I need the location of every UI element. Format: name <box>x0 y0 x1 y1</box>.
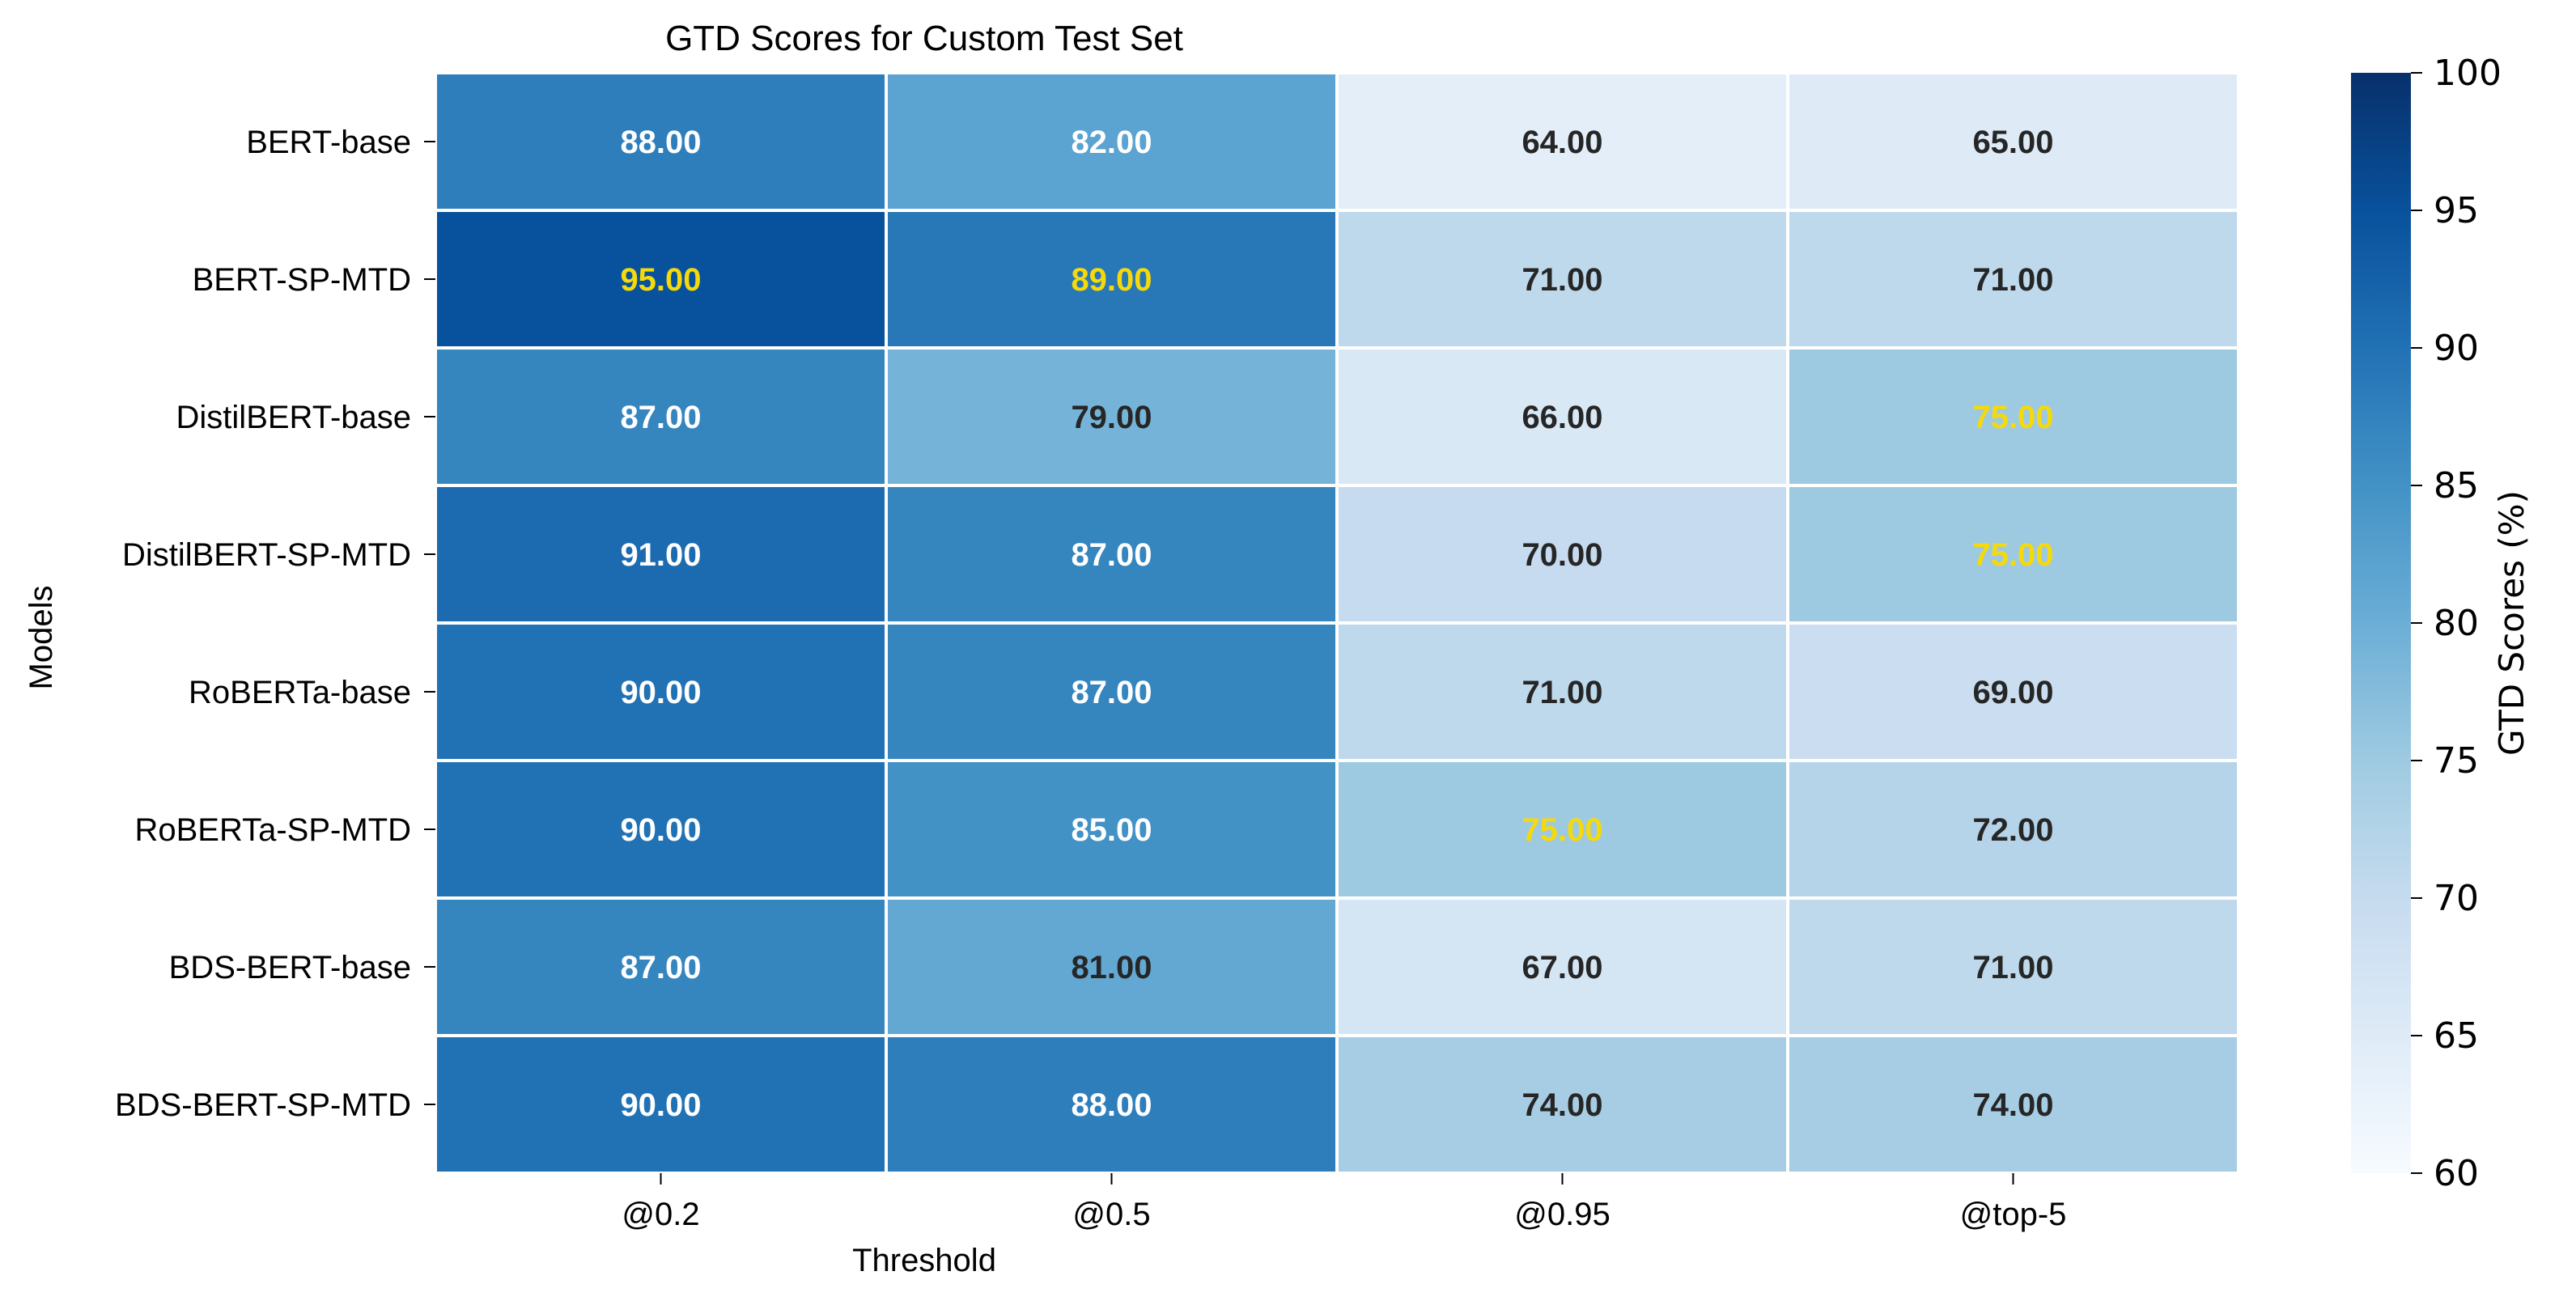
cell-value-label: 66.00 <box>1521 400 1602 435</box>
cell-value-label: 87.00 <box>1071 675 1152 710</box>
x-tick-label: @0.95 <box>1514 1197 1610 1232</box>
cell-value-label: 90.00 <box>620 812 701 848</box>
heatmap-cell <box>885 484 1339 625</box>
cell-value-label: 87.00 <box>620 950 701 985</box>
cell-value-label: 88.00 <box>620 125 701 160</box>
heatmap-cell-labels: 88.00 82.00 64.00 65.00 95.00 89.00 71.00 71.00… <box>620 125 2053 1123</box>
cell-value-label: 87.00 <box>620 400 701 435</box>
chart-title: GTD Scores for Custom Test Set <box>665 19 1183 58</box>
heatmap-cell <box>434 71 888 212</box>
heatmap-cell <box>885 209 1339 350</box>
cell-value-label: 75.00 <box>1972 400 2053 435</box>
x-tick-label: @0.2 <box>622 1197 699 1232</box>
colorbar-gradient <box>2351 73 2411 1173</box>
cell-value-label: 69.00 <box>1972 675 2053 710</box>
heatmap-cell <box>1335 896 1789 1037</box>
heatmap-cell <box>1335 1034 1789 1175</box>
cell-value-label: 90.00 <box>620 1087 701 1123</box>
y-tick-label: RoBERTa-base <box>189 675 411 710</box>
y-tick-label: BDS-BERT-base <box>169 950 411 985</box>
heatmap-cell <box>1786 896 2240 1037</box>
colorbar-tick-label: 75 <box>2434 740 2479 782</box>
heatmap-cell <box>1786 759 2240 900</box>
cell-value-label: 70.00 <box>1521 537 1602 573</box>
cell-value-label: 89.00 <box>1071 262 1152 298</box>
cell-value-label: 87.00 <box>1071 537 1152 573</box>
cell-value-label: 72.00 <box>1972 812 2053 848</box>
heatmap-cell <box>1335 621 1789 762</box>
x-axis-ticks: @0.2 @0.5 @0.95 @top-5 <box>622 1173 2066 1232</box>
cell-value-label: 88.00 <box>1071 1087 1152 1123</box>
colorbar-label: GTD Scores (%) <box>2492 490 2531 756</box>
heatmap-cell <box>1786 484 2240 625</box>
x-axis-label: Threshold <box>852 1243 996 1278</box>
colorbar-tick-label: 70 <box>2434 878 2479 919</box>
cell-value-label: 65.00 <box>1972 125 2053 160</box>
heatmap-cell <box>1786 621 2240 762</box>
x-tick-label: @top-5 <box>1960 1197 2067 1232</box>
heatmap-cell <box>885 621 1339 762</box>
y-tick-label: RoBERTa-SP-MTD <box>134 812 411 848</box>
heatmap-cell <box>1786 71 2240 212</box>
cell-value-label: 81.00 <box>1071 950 1152 985</box>
y-axis-ticks: BERT-base BERT-SP-MTD DistilBERT-base Disti… <box>115 125 435 1123</box>
cell-value-label: 79.00 <box>1071 400 1152 435</box>
colorbar-tick-label: 95 <box>2434 190 2479 231</box>
cell-value-label: 74.00 <box>1521 1087 1602 1123</box>
heatmap-cell <box>434 759 888 900</box>
cell-value-label: 95.00 <box>620 262 701 298</box>
colorbar-tick-label: 100 <box>2434 53 2502 94</box>
heatmap-cell <box>1335 759 1789 900</box>
colorbar-tick-label: 85 <box>2434 465 2479 506</box>
colorbar-tick-label: 80 <box>2434 603 2479 644</box>
heatmap-cell <box>1786 209 2240 350</box>
cell-value-label: 64.00 <box>1521 125 1602 160</box>
cell-value-label: 71.00 <box>1972 262 2053 298</box>
colorbar: 60 65 70 75 80 85 90 95 100 GTD Scores (%) <box>2351 53 2531 1194</box>
cell-value-label: 75.00 <box>1521 812 1602 848</box>
cell-value-label: 85.00 <box>1071 812 1152 848</box>
heatmap-cell <box>885 346 1339 487</box>
cell-value-label: 91.00 <box>620 537 701 573</box>
heatmap-cell <box>885 71 1339 212</box>
heatmap-cell <box>1335 71 1789 212</box>
y-tick-label: DistilBERT-base <box>176 400 411 435</box>
heatmap-cell <box>1786 346 2240 487</box>
colorbar-tick-label: 65 <box>2434 1015 2479 1057</box>
colorbar-ticks: 60 65 70 75 80 85 90 95 100 <box>2411 53 2502 1194</box>
cell-value-label: 74.00 <box>1972 1087 2053 1123</box>
heatmap-cells <box>434 71 2240 1175</box>
cell-value-label: 71.00 <box>1521 675 1602 710</box>
y-tick-label: DistilBERT-SP-MTD <box>122 537 411 573</box>
y-tick-label: BDS-BERT-SP-MTD <box>115 1087 411 1123</box>
y-axis-label: Models <box>23 586 59 690</box>
colorbar-tick-label: 90 <box>2434 328 2479 369</box>
cell-value-label: 75.00 <box>1972 537 2053 573</box>
cell-value-label: 71.00 <box>1521 262 1602 298</box>
heatmap-cell <box>434 1034 888 1175</box>
y-tick-label: BERT-SP-MTD <box>193 262 411 298</box>
cell-value-label: 82.00 <box>1071 125 1152 160</box>
cell-value-label: 90.00 <box>620 675 701 710</box>
colorbar-tick-label: 60 <box>2434 1153 2479 1194</box>
cell-value-label: 67.00 <box>1521 950 1602 985</box>
x-tick-label: @0.5 <box>1072 1197 1150 1232</box>
heatmap-cell <box>885 759 1339 900</box>
cell-value-label: 71.00 <box>1972 950 2053 985</box>
y-tick-label: BERT-base <box>246 125 411 160</box>
heatmap-cell <box>434 896 888 1037</box>
